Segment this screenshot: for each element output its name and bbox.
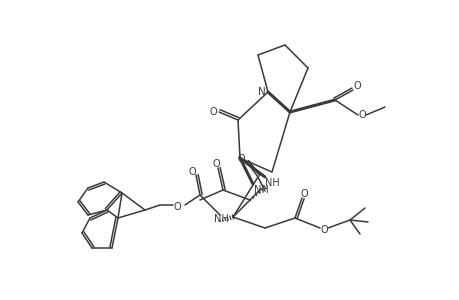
Text: O: O (173, 202, 180, 212)
Text: NH: NH (264, 178, 279, 188)
Text: O: O (319, 225, 327, 235)
Text: NH: NH (253, 185, 268, 195)
Text: O: O (353, 81, 360, 91)
Text: O: O (300, 189, 307, 199)
Text: NH: NH (213, 214, 228, 224)
Text: O: O (209, 107, 216, 117)
Text: O: O (358, 110, 365, 120)
Text: N: N (257, 87, 265, 97)
Text: O: O (212, 159, 219, 169)
Text: O: O (237, 154, 244, 164)
Text: O: O (188, 167, 196, 177)
